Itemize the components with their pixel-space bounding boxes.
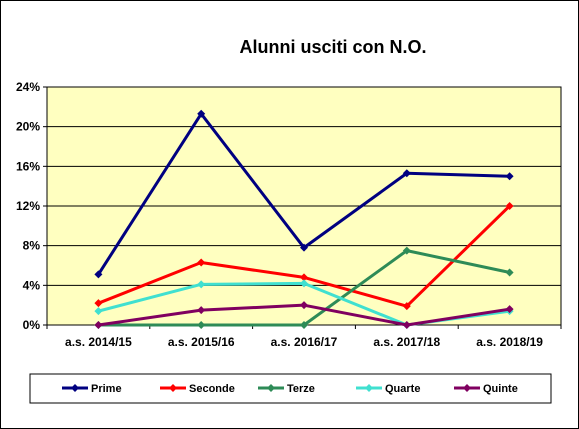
legend-item-quarte: Quarte: [356, 383, 420, 395]
data-point-terze: [402, 246, 411, 255]
legend-marker-prime: [71, 384, 79, 392]
data-point-quinte: [94, 321, 103, 329]
data-point-prime: [505, 172, 514, 181]
y-tick-label: 0%: [23, 318, 41, 332]
legend-marker-quarte: [365, 384, 373, 392]
legend-label-quarte: Quarte: [385, 383, 420, 395]
x-tick-label: a.s. 2014/15: [65, 335, 132, 349]
y-axis: 0% 4% 8% 12% 16% 20% 24%: [16, 80, 47, 332]
data-point-quinte: [402, 321, 411, 329]
y-tick-label: 8%: [23, 239, 41, 253]
data-point-quarte: [300, 279, 308, 288]
legend: Prime Seconde Terze Quarte Quinte: [62, 383, 518, 395]
data-point-seconde: [197, 258, 206, 267]
y-tick-label: 4%: [23, 278, 41, 292]
series-terze: [94, 246, 514, 329]
series-seconde: [94, 202, 514, 311]
data-point-seconde: [402, 302, 411, 311]
data-point-terze: [505, 268, 514, 277]
data-point-terze: [197, 321, 206, 329]
series-lines: [94, 109, 514, 329]
y-tick-label: 16%: [16, 159, 40, 173]
y-tick-label: 12%: [16, 199, 40, 213]
data-point-prime: [94, 270, 103, 279]
legend-marker-quinte: [463, 384, 471, 392]
x-tick-label: a.s. 2018/19: [476, 335, 543, 349]
legend-label-seconde: Seconde: [189, 383, 235, 395]
legend-item-quinte: Quinte: [454, 383, 518, 395]
data-point-seconde: [505, 202, 514, 210]
legend-item-terze: Terze: [258, 383, 315, 395]
data-point-quinte: [505, 305, 514, 314]
y-tick-label: 20%: [16, 120, 40, 134]
data-point-quarte: [197, 280, 206, 289]
chart-title: Alunni usciti con N.O.: [239, 37, 426, 57]
series-quinte: [94, 301, 514, 329]
data-point-quinte: [197, 306, 206, 315]
legend-item-seconde: Seconde: [160, 383, 235, 395]
series-prime: [94, 109, 514, 279]
x-tick-label: a.s. 2015/16: [168, 335, 235, 349]
data-point-quinte: [300, 301, 308, 310]
data-point-quarte: [94, 307, 103, 316]
legend-label-prime: Prime: [91, 383, 122, 395]
y-tick-label: 24%: [16, 80, 40, 94]
data-point-terze: [300, 321, 308, 329]
x-axis: a.s. 2014/15 a.s. 2015/16 a.s. 2016/17 a.s.…: [46, 325, 562, 349]
legend-marker-terze: [267, 384, 275, 392]
legend-item-prime: Prime: [62, 383, 122, 395]
data-point-seconde: [94, 299, 103, 308]
x-tick-label: a.s. 2017/18: [373, 335, 440, 349]
x-tick-label: a.s. 2016/17: [271, 335, 338, 349]
legend-label-quinte: Quinte: [483, 383, 518, 395]
data-point-prime: [402, 169, 411, 178]
data-point-prime: [197, 109, 206, 118]
data-point-prime: [300, 243, 308, 252]
data-point-seconde: [300, 273, 308, 282]
legend-label-terze: Terze: [287, 383, 315, 395]
legend-marker-seconde: [169, 384, 177, 392]
